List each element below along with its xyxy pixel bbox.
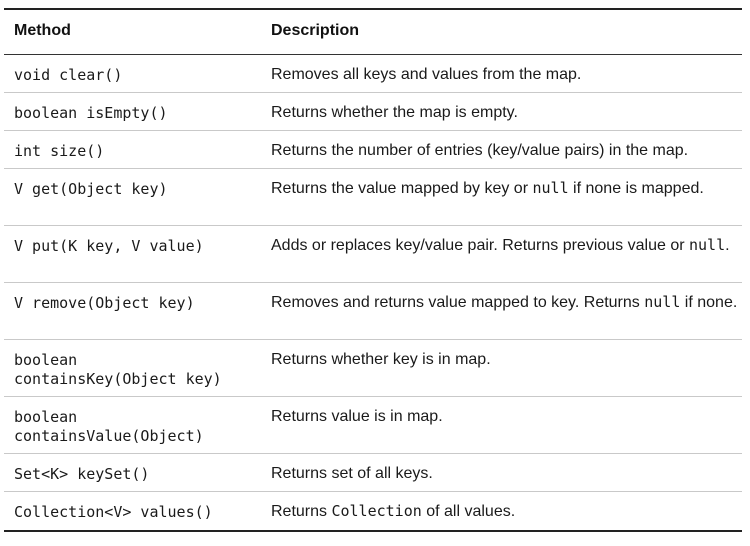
- table-row: V put(K key, V value) Adds or replaces ke…: [4, 226, 742, 283]
- description-text: Returns whether key is in map.: [271, 351, 491, 368]
- table-row: boolean containsValue(Object) Returns valu…: [4, 397, 742, 454]
- table-row: Collection<V> values() Returns Collection…: [4, 492, 742, 530]
- table-row: int size() Returns the number of entries …: [4, 131, 742, 169]
- method-signature: boolean containsKey(Object key): [14, 351, 254, 389]
- method-signature: int size(): [14, 142, 254, 161]
- method-line: containsValue(Object): [14, 427, 204, 445]
- description-text: Returns the number of entries (key/value…: [271, 142, 689, 159]
- description-text: Adds or replaces key/value pair. Returns…: [271, 237, 689, 254]
- description-text: if none is mapped.: [568, 180, 704, 197]
- method-description: Removes all keys and values from the map…: [271, 65, 739, 84]
- methods-table: Method Description void clear() Removes a…: [4, 8, 742, 532]
- method-signature: V put(K key, V value): [14, 237, 254, 256]
- header-description: Description: [271, 22, 360, 39]
- method-line: boolean: [14, 408, 78, 426]
- description-text: Removes and returns value mapped to key.…: [271, 294, 645, 311]
- method-line: void clear(): [14, 66, 123, 84]
- method-signature: boolean containsValue(Object): [14, 408, 254, 446]
- description-text: Returns value is in map.: [271, 408, 443, 425]
- method-line: Collection<V> values(): [14, 503, 213, 521]
- description-text: of all values.: [421, 503, 516, 520]
- description-text: Returns set of all keys.: [271, 465, 433, 482]
- inline-code: null: [532, 179, 569, 197]
- description-text: .: [725, 237, 730, 254]
- header-method: Method: [14, 22, 71, 39]
- method-line: containsKey(Object key): [14, 370, 222, 388]
- table-row: boolean isEmpty() Returns whether the map…: [4, 93, 742, 131]
- description-text: if none.: [680, 294, 738, 311]
- inline-code: null: [644, 293, 681, 311]
- method-line: V put(K key, V value): [14, 237, 204, 255]
- method-line: V get(Object key): [14, 180, 168, 198]
- method-description: Returns set of all keys.: [271, 464, 739, 483]
- method-line: V remove(Object key): [14, 294, 195, 312]
- method-signature: void clear(): [14, 66, 254, 85]
- method-description: Removes and returns value mapped to key.…: [271, 293, 739, 312]
- inline-code: Collection: [331, 502, 422, 520]
- table-row: V remove(Object key) Removes and returns …: [4, 283, 742, 340]
- method-line: Set<K> keySet(): [14, 465, 150, 483]
- table-row: Set<K> keySet() Returns set of all keys.: [4, 454, 742, 492]
- method-signature: V get(Object key): [14, 180, 254, 199]
- description-text: Returns whether the map is empty.: [271, 104, 518, 121]
- description-text: Removes all keys and values from the map…: [271, 66, 582, 83]
- method-description: Adds or replaces key/value pair. Returns…: [271, 236, 739, 255]
- method-description: Returns whether key is in map.: [271, 350, 739, 369]
- table-header: Method Description: [4, 10, 742, 55]
- table-body: void clear() Removes all keys and values …: [4, 55, 742, 530]
- method-description: Returns the number of entries (key/value…: [271, 141, 739, 160]
- inline-code: null: [689, 236, 726, 254]
- method-signature: boolean isEmpty(): [14, 104, 254, 123]
- method-description: Returns the value mapped by key or null …: [271, 179, 739, 198]
- table-row: boolean containsKey(Object key) Returns wh…: [4, 340, 742, 397]
- description-text: Returns: [271, 503, 332, 520]
- method-line: boolean: [14, 351, 78, 369]
- method-line: int size(): [14, 142, 105, 160]
- method-description: Returns whether the map is empty.: [271, 103, 739, 122]
- description-text: Returns the value mapped by key or: [271, 180, 533, 197]
- method-signature: V remove(Object key): [14, 294, 254, 313]
- table-row: void clear() Removes all keys and values …: [4, 55, 742, 93]
- method-description: Returns value is in map.: [271, 407, 739, 426]
- method-signature: Collection<V> values(): [14, 503, 254, 522]
- table-row: V get(Object key) Returns the value mappe…: [4, 169, 742, 226]
- method-line: boolean isEmpty(): [14, 104, 168, 122]
- method-signature: Set<K> keySet(): [14, 465, 254, 484]
- method-description: Returns Collection of all values.: [271, 502, 739, 521]
